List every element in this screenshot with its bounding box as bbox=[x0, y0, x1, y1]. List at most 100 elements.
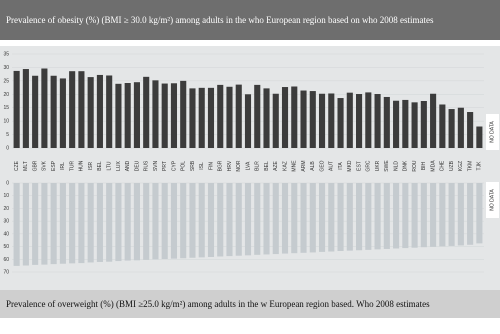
x-tick-label: UZB bbox=[449, 160, 455, 171]
bar bbox=[346, 183, 353, 251]
bar bbox=[300, 183, 307, 253]
bar bbox=[402, 183, 409, 249]
bar bbox=[356, 94, 363, 148]
x-tick-label: EST bbox=[356, 161, 362, 171]
x-tick-label: POL bbox=[181, 161, 187, 171]
bar bbox=[143, 183, 150, 260]
x-tick-label: MKD bbox=[347, 160, 353, 172]
x-tick-label: RUS bbox=[144, 160, 150, 171]
bar bbox=[291, 183, 298, 254]
y-tick-label: 10 bbox=[3, 193, 9, 199]
x-tick-label: BEL bbox=[97, 161, 103, 171]
bar bbox=[300, 90, 307, 148]
y-tick-label: 0 bbox=[6, 146, 9, 152]
bar bbox=[161, 83, 168, 148]
x-tick-label: SRB bbox=[190, 160, 196, 171]
y-tick-label: 25 bbox=[3, 78, 9, 84]
x-tick-label: SVN bbox=[153, 160, 159, 171]
x-tick-label: ISL bbox=[199, 162, 205, 170]
bar bbox=[393, 183, 400, 249]
x-tick-label: AUT bbox=[329, 161, 335, 171]
bar bbox=[337, 98, 344, 148]
bar bbox=[13, 183, 20, 266]
bar bbox=[272, 93, 279, 148]
bar bbox=[78, 183, 85, 264]
bar bbox=[402, 99, 409, 148]
x-tick-label: TKM bbox=[467, 161, 473, 172]
bar bbox=[420, 183, 427, 248]
bar bbox=[226, 183, 233, 257]
x-tick-label: ITA bbox=[338, 162, 344, 170]
x-tick-label: HUN bbox=[79, 160, 85, 171]
bar bbox=[96, 74, 103, 148]
x-tick-label: LTU bbox=[107, 161, 113, 170]
bar bbox=[383, 183, 390, 249]
bar bbox=[207, 183, 215, 257]
x-tick-label: CYP bbox=[171, 160, 177, 171]
x-tick-label: BLR bbox=[255, 161, 261, 171]
bar bbox=[254, 84, 261, 148]
bar bbox=[124, 83, 131, 148]
x-tick-label: BIH bbox=[421, 161, 427, 170]
x-tick-label: ISR bbox=[88, 161, 94, 170]
bar bbox=[41, 183, 48, 265]
bar bbox=[69, 71, 76, 148]
bar bbox=[22, 183, 29, 266]
bar bbox=[374, 94, 381, 148]
bar bbox=[281, 87, 289, 148]
bar bbox=[448, 183, 455, 246]
x-tick-label: DEU bbox=[134, 160, 140, 171]
bar bbox=[59, 183, 66, 264]
x-tick-label: KGZ bbox=[458, 161, 464, 171]
bar bbox=[346, 92, 353, 148]
bar bbox=[244, 94, 252, 148]
x-tick-label: PRT bbox=[162, 161, 168, 171]
bar bbox=[161, 183, 168, 260]
bar bbox=[328, 93, 335, 148]
bar bbox=[291, 86, 298, 148]
x-tick-label: IRL bbox=[60, 162, 66, 170]
y-tick-label: 20 bbox=[3, 92, 9, 98]
x-tick-label: AND bbox=[125, 160, 131, 171]
x-tick-label: TUR bbox=[69, 160, 75, 171]
bar bbox=[467, 112, 474, 148]
bar bbox=[115, 183, 122, 262]
bar bbox=[328, 183, 335, 252]
bar bbox=[50, 75, 57, 148]
bar bbox=[133, 82, 140, 148]
bar bbox=[217, 183, 224, 257]
x-tick-label: GBR bbox=[32, 160, 38, 171]
bar bbox=[69, 183, 76, 264]
x-tick-label: CHE bbox=[440, 160, 446, 171]
x-tick-label: NLD bbox=[393, 161, 399, 171]
y-tick-label: 30 bbox=[3, 219, 9, 225]
bar bbox=[152, 80, 159, 148]
x-tick-label: BEL bbox=[264, 161, 270, 171]
bar bbox=[457, 107, 464, 148]
bar bbox=[467, 183, 474, 245]
bar bbox=[411, 102, 418, 148]
bar bbox=[254, 183, 261, 255]
bar bbox=[430, 93, 437, 148]
bar bbox=[96, 183, 103, 262]
bar bbox=[207, 87, 215, 148]
x-tick-label: LVA bbox=[245, 161, 251, 170]
bar bbox=[13, 70, 20, 148]
bar bbox=[244, 183, 252, 256]
bar bbox=[226, 86, 233, 148]
x-tick-label: HRV bbox=[227, 160, 233, 171]
bar bbox=[124, 183, 131, 261]
x-tick-label: AZE bbox=[273, 160, 279, 170]
x-tick-label: ARM bbox=[301, 160, 307, 171]
x-tick-label: ROU bbox=[412, 160, 418, 172]
bar bbox=[374, 183, 381, 250]
bar bbox=[439, 104, 446, 148]
bar bbox=[309, 183, 316, 253]
bar bbox=[263, 183, 270, 255]
bar bbox=[180, 80, 187, 148]
annotation-box bbox=[486, 182, 499, 218]
bar bbox=[365, 183, 372, 250]
bar bbox=[365, 92, 372, 148]
